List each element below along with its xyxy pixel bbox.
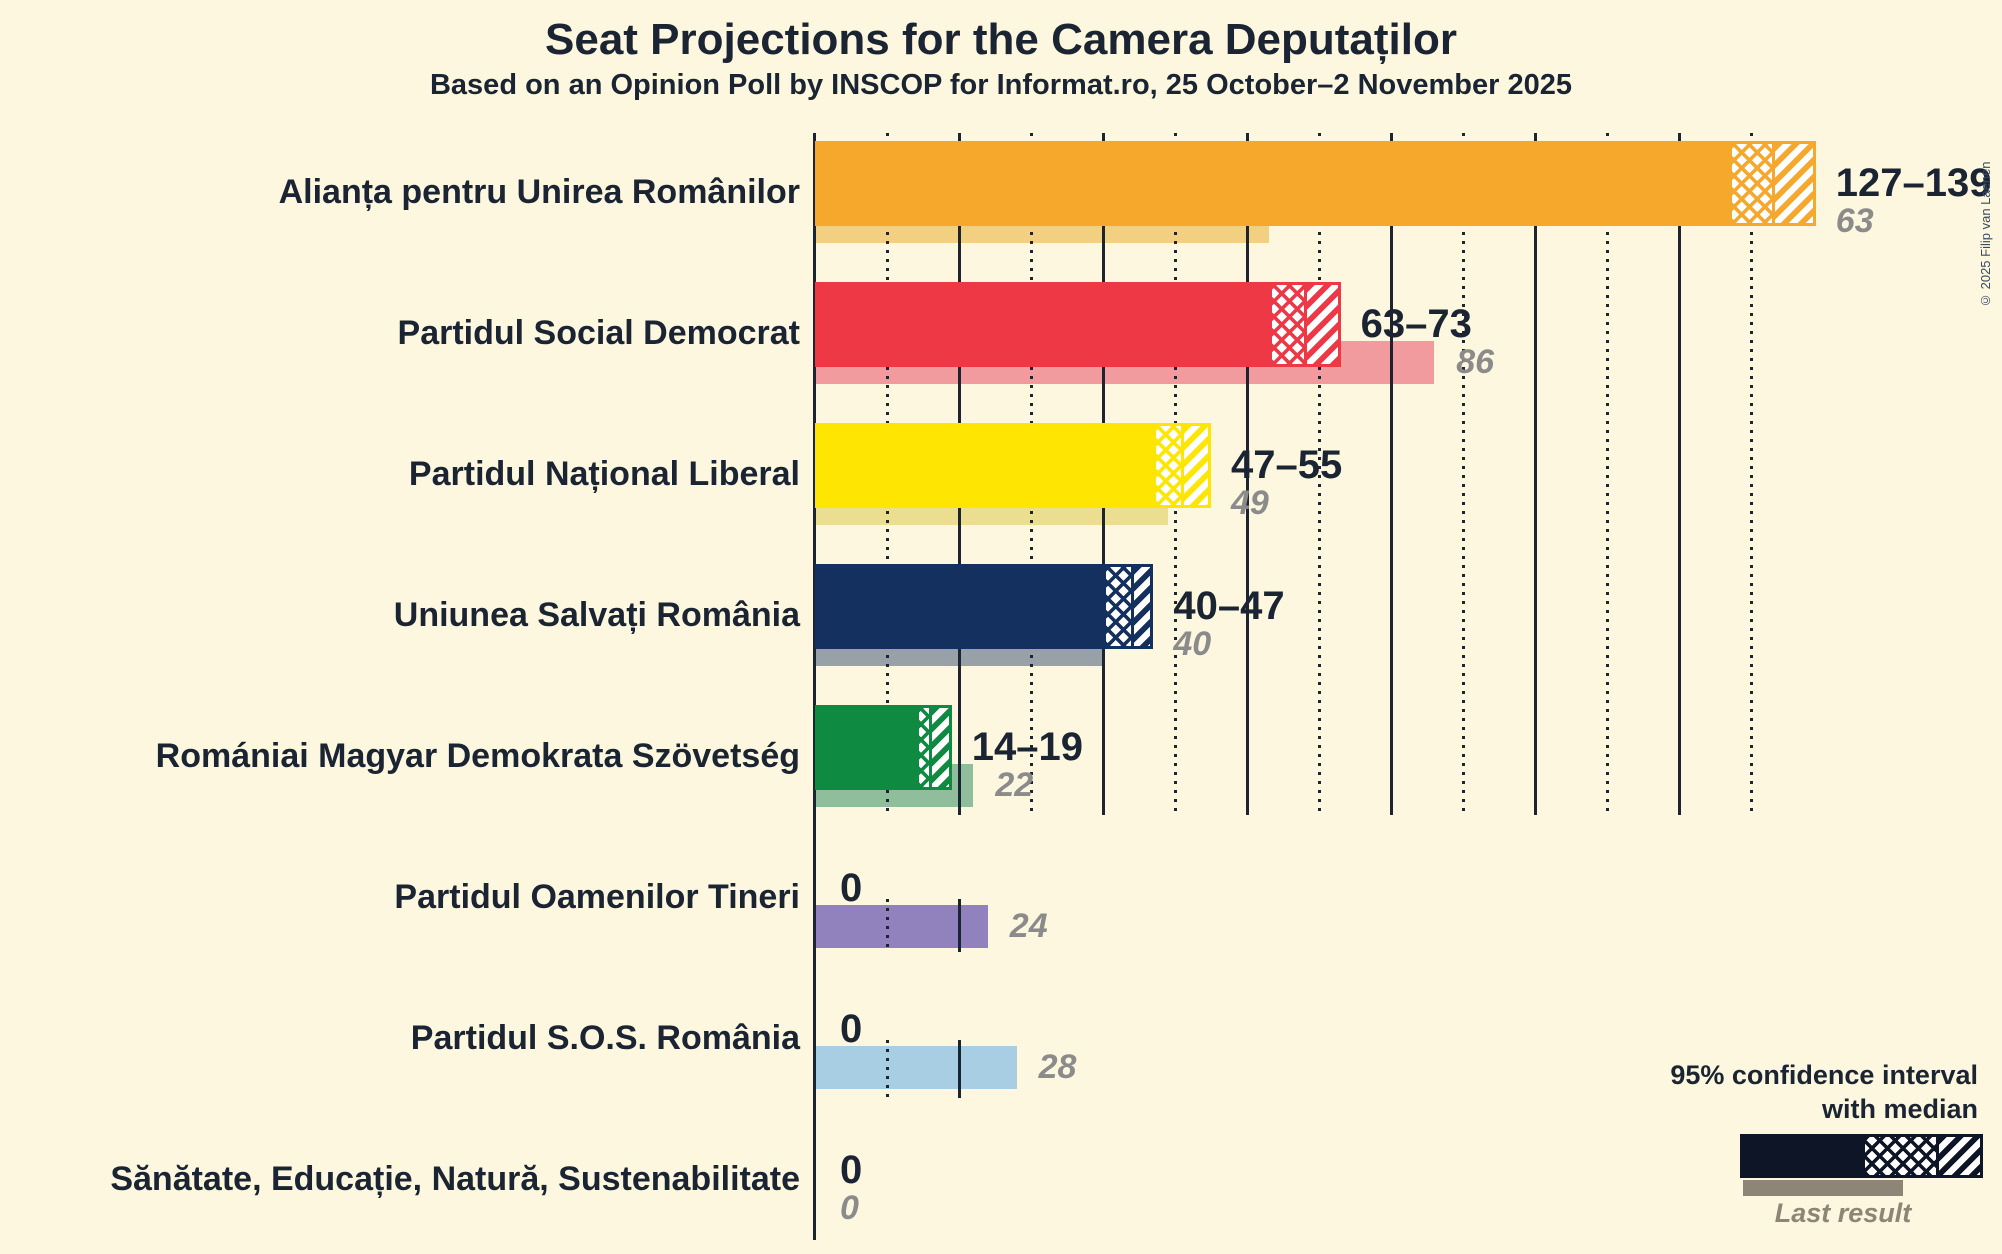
projection-bar [815, 423, 1155, 508]
projection-bar [815, 705, 917, 790]
last-result-value: 86 [1456, 343, 1495, 381]
party-label: Partidul Național Liberal [408, 455, 800, 493]
ci-lower-half-hatch [1106, 567, 1134, 646]
gridline [1750, 133, 1753, 815]
chart-subtitle: Based on an Opinion Poll by INSCOP for I… [429, 69, 1573, 101]
ci-range-label: 127–139 [1835, 161, 1992, 205]
ci-range-label: 40–47 [1173, 584, 1285, 628]
axis-line [813, 133, 816, 1240]
party-label: Alianța pentru Unirea Românilor [278, 173, 800, 211]
legend-last-result-bar [1743, 1180, 1903, 1196]
ci-upper-half-hatch [1184, 426, 1208, 505]
legend-projection-bar-solid [1740, 1134, 1865, 1178]
legend-caption-line1: 95% confidence interval [1670, 1060, 1978, 1090]
confidence-interval [1153, 423, 1211, 508]
gridline [886, 899, 889, 952]
legend-last-result-label: Last result [1774, 1198, 1912, 1228]
confidence-interval [915, 705, 952, 790]
gridline [1390, 133, 1393, 815]
ci-lower-half-hatch [1271, 285, 1307, 364]
last-result-value: 0 [840, 1189, 859, 1227]
legend-ci-upper-hatch [1939, 1137, 1980, 1175]
last-result-bar [815, 1046, 1017, 1089]
legend-caption-line2: with median [1821, 1094, 1978, 1124]
legend-ci-lower-hatch [1865, 1137, 1939, 1175]
gridline [1534, 133, 1537, 815]
gridline [1606, 133, 1609, 815]
legend-caption: 95% confidence interval with median [1400, 1058, 1978, 1126]
last-result-value: 22 [995, 766, 1034, 804]
confidence-interval [1729, 141, 1816, 226]
last-result-value: 28 [1038, 1048, 1077, 1086]
ci-lower-half-hatch [1732, 144, 1775, 223]
projection-bar [815, 564, 1104, 649]
gridline [1318, 133, 1321, 815]
last-result-value: 49 [1231, 484, 1269, 522]
ci-range-label: 47–55 [1231, 443, 1343, 487]
ci-range-label: 0 [840, 866, 863, 910]
gridline [1246, 133, 1249, 815]
ci-upper-half-hatch [1306, 285, 1338, 364]
party-label: Romániai Magyar Demokrata Szövetség [155, 737, 800, 775]
party-label: Partidul S.O.S. România [410, 1019, 800, 1057]
ci-lower-half-hatch [918, 708, 933, 787]
gridline [958, 1040, 961, 1098]
last-result-value: 40 [1173, 625, 1212, 663]
gridline [958, 899, 961, 952]
ci-range-label: 14–19 [971, 725, 1084, 769]
legend-confidence-interval [1862, 1134, 1983, 1178]
party-label: Uniunea Salvați România [393, 596, 800, 634]
gridline [1678, 133, 1681, 815]
party-label: Partidul Social Democrat [397, 314, 800, 352]
ci-upper-half-hatch [1774, 144, 1813, 223]
page-title: Seat Projections for the Camera Deputați… [545, 15, 1457, 64]
projection-bar [815, 282, 1270, 367]
ci-lower-half-hatch [1156, 426, 1185, 505]
party-label: Sănătate, Educație, Natură, Sustenabilit… [110, 1160, 800, 1198]
party-label: Partidul Oamenilor Tineri [394, 878, 800, 916]
ci-upper-half-hatch [932, 708, 949, 787]
confidence-interval [1103, 564, 1154, 649]
ci-range-label: 0 [840, 1148, 863, 1192]
ci-range-label: 63–73 [1360, 302, 1472, 346]
projection-bar [815, 141, 1731, 226]
last-result-value: 63 [1835, 202, 1874, 240]
ci-range-label: 0 [840, 1007, 863, 1051]
gridline [1462, 133, 1465, 815]
ci-upper-half-hatch [1133, 567, 1151, 646]
last-result-value: 24 [1009, 907, 1048, 945]
copyright-note: © 2025 Filip van Laenen [1978, 161, 1993, 308]
gridline [886, 1040, 889, 1098]
confidence-interval [1268, 282, 1341, 367]
